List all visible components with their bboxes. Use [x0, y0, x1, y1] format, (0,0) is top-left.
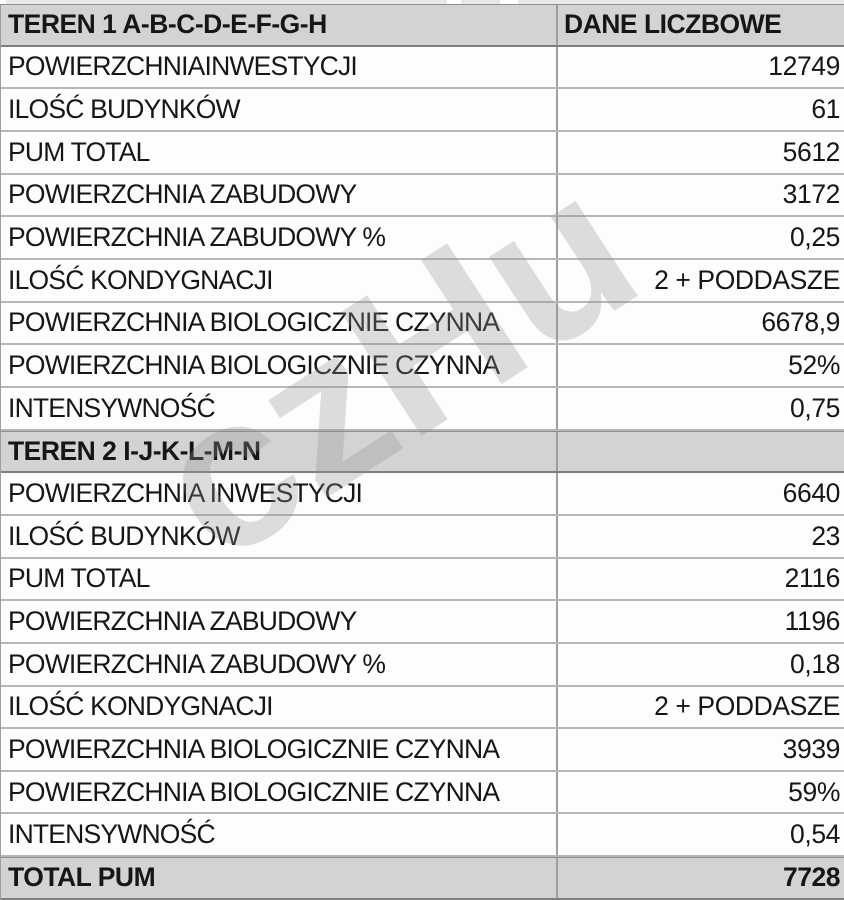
table-row: ILOŚĆ KONDYGNACJI 2 + PODDASZE [1, 259, 844, 303]
table-row: PUM TOTAL 5612 [1, 131, 844, 175]
row-label-cell: POWIERZCHNIA ZABUDOWY [8, 179, 357, 210]
row-value-cell: 2 + PODDASZE [556, 259, 844, 301]
row-value-cell: 0,75 [556, 387, 844, 429]
table-row: INTENSYWNOŚĆ 0,75 [1, 387, 844, 431]
row-value-cell: 0,54 [556, 814, 844, 856]
empty-cell [556, 431, 844, 472]
row-value-cell: 0,18 [556, 643, 844, 685]
table-row: ILOŚĆ BUDYNKÓW 23 [1, 515, 844, 559]
section-header-row-teren-2: TEREN 2 I-J-K-L-M-N [1, 430, 844, 474]
table-row: POWIERZCHNIA INWESTYCJI 6640 [1, 473, 844, 516]
row-label-cell: ILOŚĆ KONDYGNACJI [8, 691, 274, 722]
section-title: TEREN 1 A-B-C-D-E-F-G-H [8, 9, 327, 40]
table-row: POWIERZCHNIAINWESTYCJI 12749 [1, 46, 844, 90]
table-row: PUM TOTAL 2116 [1, 558, 844, 602]
row-label-cell: ILOŚĆ KONDYGNACJI [8, 264, 274, 295]
row-value-cell: 0,25 [556, 217, 844, 258]
row-label-cell: POWIERZCHNIA BIOLOGICZNIE CZYNNA [8, 307, 500, 338]
table-row: POWIERZCHNIA ZABUDOWY % 0,25 [1, 217, 844, 260]
row-value-cell: 12749 [556, 46, 844, 88]
row-label-cell: POWIERZCHNIA INWESTYCJI [8, 478, 363, 509]
row-value-cell: 6678,9 [556, 302, 844, 344]
sheet-top-edge-artifact [0, 0, 844, 4]
cell-border-notch [500, 0, 518, 4]
row-label-cell: POWIERZCHNIAINWESTYCJI [8, 51, 358, 82]
row-label-cell: POWIERZCHNIA ZABUDOWY % [8, 648, 386, 679]
section-header-row-teren-1: TEREN 1 A-B-C-D-E-F-G-H DANE LICZBOWE [1, 4, 844, 47]
total-row: TOTAL PUM 7728 [1, 857, 844, 900]
row-label-cell: POWIERZCHNIA BIOLOGICZNIE CZYNNA [8, 350, 500, 381]
table-row: ILOŚĆ KONDYGNACJI 2 + PODDASZE [1, 686, 844, 730]
row-value-cell: 3172 [556, 174, 844, 216]
row-value-cell: 3939 [556, 729, 844, 770]
row-value-cell: 1196 [556, 601, 844, 642]
row-label-cell: PUM TOTAL [8, 563, 150, 594]
table-row: POWIERZCHNIA BIOLOGICZNIE CZYNNA 6678,9 [1, 302, 844, 346]
table-row: POWIERZCHNIA ZABUDOWY 1196 [1, 601, 844, 644]
row-label-cell: POWIERZCHNIA ZABUDOWY [8, 606, 357, 637]
row-value-cell: 23 [556, 515, 844, 557]
row-label-cell: INTENSYWNOŚĆ [8, 819, 216, 850]
row-label-cell: POWIERZCHNIA BIOLOGICZNIE CZYNNA [8, 733, 500, 764]
cell-border-notch [0, 0, 6, 4]
row-value-cell: 61 [556, 89, 844, 130]
table-row: POWIERZCHNIA ZABUDOWY % 0,18 [1, 643, 844, 687]
table-row: POWIERZCHNIA BIOLOGICZNIE CZYNNA 59% [1, 771, 844, 815]
row-label-cell: POWIERZCHNIA ZABUDOWY % [8, 222, 386, 253]
row-label-cell: INTENSYWNOŚĆ [8, 392, 216, 423]
row-value-cell: 6640 [556, 473, 844, 514]
table-row: POWIERZCHNIA BIOLOGICZNIE CZYNNA 3939 [1, 729, 844, 772]
row-value-cell: 59% [556, 771, 844, 813]
row-value-cell: 2116 [556, 558, 844, 600]
total-value-cell: 7728 [556, 858, 844, 898]
row-label-cell: ILOŚĆ BUDYNKÓW [8, 94, 241, 125]
table-row: ILOŚĆ BUDYNKÓW 61 [1, 89, 844, 132]
column-header-dane-liczbowe: DANE LICZBOWE [556, 5, 844, 45]
table-row: POWIERZCHNIA ZABUDOWY 3172 [1, 174, 844, 218]
table-row: POWIERZCHNIA BIOLOGICZNIE CZYNNA 52% [1, 345, 844, 388]
row-value-cell: 5612 [556, 131, 844, 173]
cell-border-notch [447, 0, 461, 4]
total-label-cell: TOTAL PUM [8, 862, 156, 893]
row-label-cell: PUM TOTAL [8, 136, 150, 167]
row-label-cell: POWIERZCHNIA BIOLOGICZNIE CZYNNA [8, 776, 500, 807]
data-table: TEREN 1 A-B-C-D-E-F-G-H DANE LICZBOWE PO… [0, 4, 844, 900]
section-title: TEREN 2 I-J-K-L-M-N [8, 435, 261, 466]
table-row: INTENSYWNOŚĆ 0,54 [1, 814, 844, 858]
row-label-cell: ILOŚĆ BUDYNKÓW [8, 520, 241, 551]
row-value-cell: 2 + PODDASZE [556, 686, 844, 728]
row-value-cell: 52% [556, 345, 844, 386]
